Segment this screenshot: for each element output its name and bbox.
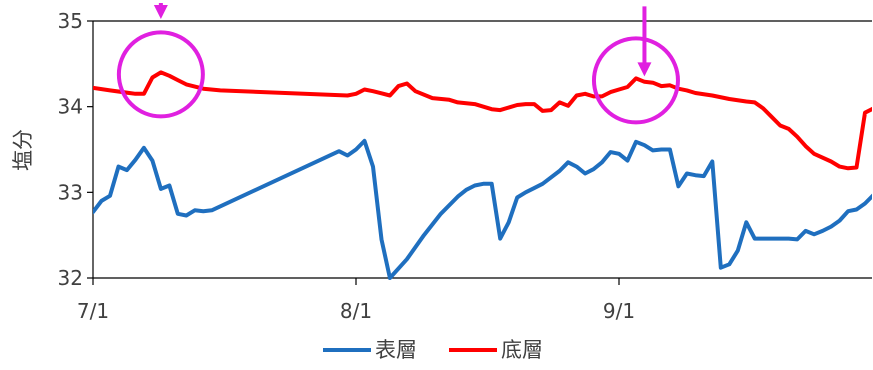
x-tick-label: 9/1 [603, 299, 635, 323]
y-axis-title: 塩分 [11, 129, 35, 171]
arrow-head [153, 5, 168, 19]
tick-labels: 32 33 34 35 7/1 8/1 9/1 [58, 9, 636, 323]
highlight-circle [116, 30, 205, 119]
gridlines [93, 20, 872, 279]
y-tick-label: 34 [58, 95, 83, 119]
y-tick-label: 35 [58, 9, 83, 33]
axes [87, 20, 620, 285]
y-tick-label: 32 [58, 266, 83, 290]
legend-label-surface: 表層 [375, 338, 417, 362]
series-line-bottom [93, 70, 872, 171]
x-tick-label: 8/1 [340, 299, 372, 323]
highlight-circle [591, 36, 680, 125]
legend: 表層 底層 [323, 338, 543, 362]
series-lines [93, 70, 872, 280]
annotations [116, 3, 680, 125]
y-tick-label: 33 [58, 180, 83, 204]
x-tick-label: 7/1 [77, 299, 109, 323]
legend-label-bottom: 底層 [501, 338, 543, 362]
series-line-surface [93, 138, 872, 280]
arrow-head [637, 62, 652, 77]
